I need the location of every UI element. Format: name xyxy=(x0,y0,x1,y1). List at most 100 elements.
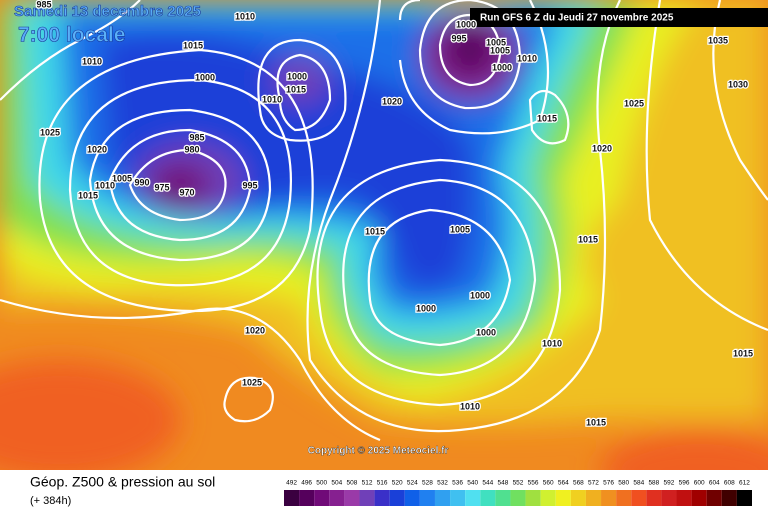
isobar-label: 1015 xyxy=(365,226,385,236)
forecast-date: Samedi 13 decembre 2025 xyxy=(14,3,201,20)
scale-label: 564 xyxy=(558,480,569,487)
isobar-label: 1015 xyxy=(286,84,306,94)
isobars xyxy=(0,0,768,442)
isobar-label: 1020 xyxy=(382,96,402,106)
scale-label: 492 xyxy=(286,480,297,487)
scale-swatch xyxy=(721,490,737,506)
scale-swatch xyxy=(374,490,390,506)
isobar-label: 1030 xyxy=(728,79,748,89)
isobar-label: 1015 xyxy=(183,40,203,50)
scale-label: 592 xyxy=(664,480,675,487)
isobar-label: 1015 xyxy=(586,417,606,427)
isobar-label: 980 xyxy=(184,144,199,154)
scale-label: 544 xyxy=(482,480,493,487)
isobar-label: 1010 xyxy=(542,338,562,348)
scale-swatch xyxy=(314,490,330,506)
isobar-label: 1005 xyxy=(490,45,510,55)
scale-label: 588 xyxy=(648,480,659,487)
scale-swatch xyxy=(404,490,420,506)
isobar-label: 1000 xyxy=(476,327,496,337)
scale-swatch xyxy=(450,490,466,506)
isobar-label: 995 xyxy=(451,33,466,43)
scale-swatch xyxy=(540,490,556,506)
isobar-label: 985 xyxy=(36,0,51,9)
scale-swatch xyxy=(480,490,496,506)
scale-label: 524 xyxy=(407,480,418,487)
isobar-label: 1015 xyxy=(578,234,598,244)
isobar-label: 1015 xyxy=(78,190,98,200)
scale-label: 604 xyxy=(709,480,720,487)
scale-swatch xyxy=(329,490,345,506)
isobar-label: 1000 xyxy=(492,62,512,72)
scale-label: 608 xyxy=(724,480,735,487)
scale-swatch xyxy=(510,490,526,506)
legend-title: Géop. Z500 & pression au sol xyxy=(30,474,215,490)
color-scale: 492 496 500 504 508 512 516 520 524 528 532 536 540 5… xyxy=(284,480,752,506)
isobar-label: 1010 xyxy=(95,180,115,190)
isobar-label: 1010 xyxy=(517,53,537,63)
scale-label: 576 xyxy=(603,480,614,487)
scale-label: 512 xyxy=(362,480,373,487)
scale-label: 500 xyxy=(316,480,327,487)
scale-swatch xyxy=(676,490,692,506)
scale-label: 528 xyxy=(422,480,433,487)
scale-swatch xyxy=(585,490,602,506)
scale-label: 532 xyxy=(437,480,448,487)
scale-swatch xyxy=(419,490,435,506)
scale-swatch xyxy=(495,490,511,506)
isobar-label: 975 xyxy=(154,182,169,192)
scale-swatch xyxy=(631,490,647,506)
isobar-label: 1000 xyxy=(195,72,215,82)
isobar-label: 1010 xyxy=(82,56,102,66)
isobar-label: 1000 xyxy=(470,290,490,300)
scale-label: 580 xyxy=(618,480,629,487)
scale-swatch xyxy=(434,490,451,506)
scale-swatch xyxy=(706,490,722,506)
isobar-label: 1015 xyxy=(537,113,557,123)
scale-swatch xyxy=(344,490,360,506)
isobar-label: 1020 xyxy=(245,325,265,335)
forecast-time: 7:00 locale xyxy=(18,24,125,47)
run-info: Run GFS 6 Z du Jeudi 27 novembre 2025 xyxy=(480,13,674,24)
isobar-label: 1020 xyxy=(592,143,612,153)
scale-label: 556 xyxy=(528,480,539,487)
isobar-label: 1000 xyxy=(287,71,307,81)
isobar-label: 1010 xyxy=(460,401,480,411)
isobar-label: 985 xyxy=(189,132,204,142)
scale-label: 540 xyxy=(467,480,478,487)
isobar-label: 1025 xyxy=(624,98,644,108)
scale-label: 508 xyxy=(347,480,358,487)
scale-label: 568 xyxy=(573,480,584,487)
scale-swatch xyxy=(691,490,707,506)
scale-label: 504 xyxy=(331,480,342,487)
isobar-label: 1020 xyxy=(87,144,107,154)
isobar-label: 1005 xyxy=(450,224,470,234)
isobar-label: 1010 xyxy=(235,11,255,21)
scale-swatch xyxy=(646,490,662,506)
isobar-label: 1000 xyxy=(456,19,476,29)
run-banner xyxy=(470,8,768,27)
scale-label: 584 xyxy=(633,480,644,487)
scale-label: 596 xyxy=(679,480,690,487)
scale-swatch xyxy=(616,490,632,506)
scale-label: 612 xyxy=(739,480,750,487)
scale-swatch xyxy=(359,490,375,506)
scale-swatch xyxy=(299,490,315,506)
isobar-label: 995 xyxy=(242,180,257,190)
isobar-label: 1025 xyxy=(242,377,262,387)
scale-swatch xyxy=(525,490,541,506)
isobar-label: 1010 xyxy=(262,94,282,104)
isobar-label: 1025 xyxy=(40,127,60,137)
scale-swatch xyxy=(389,490,405,506)
isobar-label: 1000 xyxy=(416,303,436,313)
scale-label: 516 xyxy=(377,480,388,487)
isobar-label: 1035 xyxy=(708,35,728,45)
scale-swatch xyxy=(736,490,752,506)
scale-swatch xyxy=(555,490,571,506)
header: Samedi 13 decembre 2025 7:00 locale Run … xyxy=(14,3,768,47)
scale-swatch xyxy=(284,490,300,506)
